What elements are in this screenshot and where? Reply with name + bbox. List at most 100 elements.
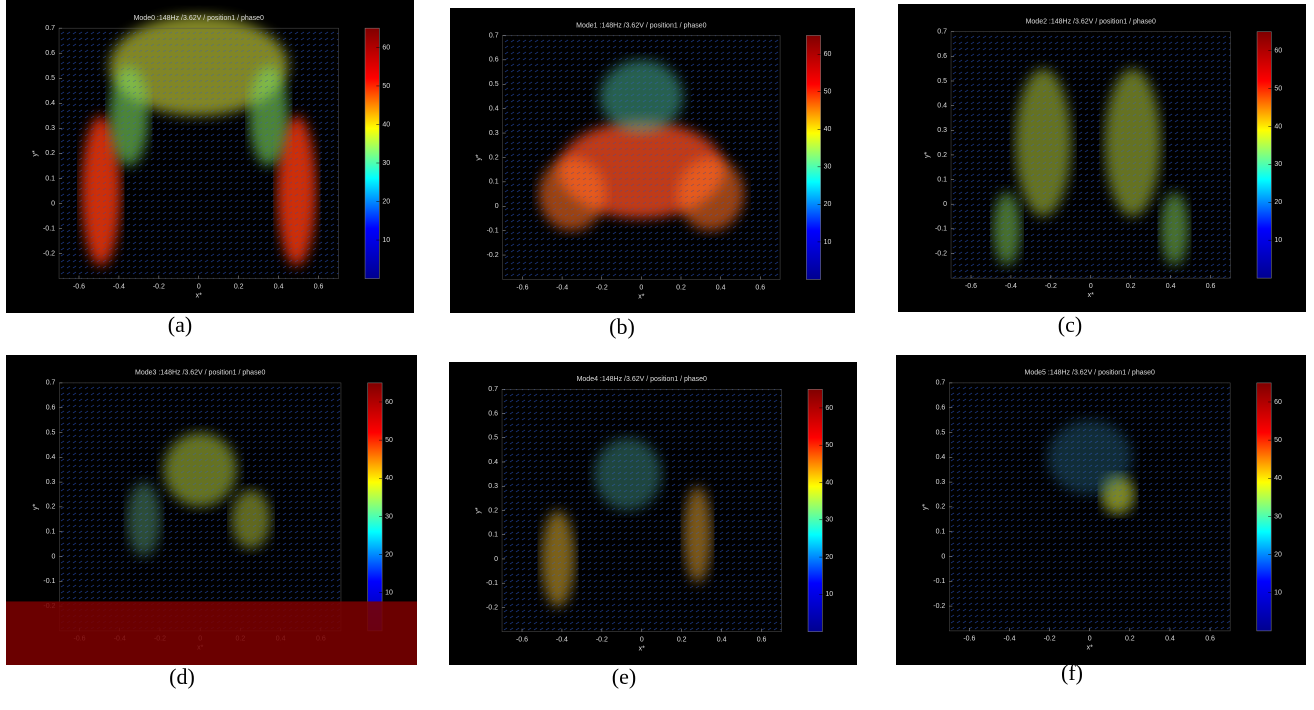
quiver-panel: Mode2 :148Hz /3.62V / position1 / phase0… — [898, 4, 1306, 312]
colorbar-tick-label: 50 — [382, 83, 390, 90]
y-tick-label: 0.1 — [489, 179, 499, 186]
colorbar-tick-label: 30 — [1274, 161, 1282, 168]
panel-title: Mode3 :148Hz /3.62V / position1 / phase0 — [135, 370, 265, 377]
y-tick-label: 0.5 — [46, 429, 56, 436]
colorbar-tick-label: 30 — [824, 164, 832, 171]
x-tick-label: -0.4 — [1003, 636, 1015, 643]
y-tick-label: 0.7 — [45, 25, 55, 32]
x-tick-label: -0.2 — [153, 283, 165, 290]
y-tick-label: 0 — [52, 553, 56, 560]
colorbar-tick-label: 60 — [824, 51, 832, 58]
x-tick-label: 0 — [197, 283, 201, 290]
x-tick-label: -0.6 — [965, 283, 977, 290]
y-axis-label: y* — [922, 504, 929, 511]
x-tick-label: -0.4 — [113, 283, 125, 290]
colorbar-tick-label: 60 — [825, 405, 833, 412]
colorbar-tick-label: 40 — [1274, 475, 1282, 482]
y-tick-label: 0.4 — [936, 454, 946, 461]
y-tick-label: 0 — [941, 553, 945, 560]
vector-field — [59, 28, 339, 279]
y-tick-label: 0.3 — [488, 483, 498, 490]
x-tick-label: 0.2 — [1125, 636, 1135, 643]
y-tick-label: 0.5 — [937, 78, 947, 85]
colorbar-tick-label: 60 — [382, 44, 390, 51]
colorbar-tick-label: 50 — [825, 442, 833, 449]
y-tick-label: 0.6 — [489, 57, 499, 64]
y-tick-label: -0.1 — [43, 578, 55, 585]
colorbar — [367, 382, 383, 632]
colorbar-tick-label: 10 — [1274, 590, 1282, 597]
y-tick-label: 0.2 — [937, 152, 947, 159]
colorbar-tick-label: 60 — [385, 399, 393, 406]
colorbar-tick-label: 10 — [385, 590, 393, 597]
y-tick-label: 0.1 — [488, 532, 498, 539]
y-tick-label: 0.7 — [489, 32, 499, 39]
vector-field — [502, 35, 781, 280]
y-tick-label: -0.1 — [43, 225, 55, 232]
x-tick-label: 0.6 — [755, 284, 765, 291]
x-tick-label: -0.6 — [516, 284, 528, 291]
x-tick-label: -0.2 — [1045, 283, 1057, 290]
caption: (d) — [169, 664, 195, 689]
y-tick-label: 0.2 — [489, 154, 499, 161]
colorbar-tick-label: 20 — [824, 201, 832, 208]
y-tick-label: 0.6 — [937, 53, 947, 60]
x-tick-label: -0.6 — [516, 637, 528, 644]
y-tick-label: 0.3 — [45, 125, 55, 132]
colorbar — [364, 27, 380, 279]
y-tick-label: 0.7 — [937, 29, 947, 36]
x-tick-label: 0.4 — [1165, 636, 1175, 643]
colorbar-tick-label: 30 — [385, 513, 393, 520]
x-axis-label: x* — [1088, 292, 1095, 299]
colorbar-tick-label: 50 — [1274, 85, 1282, 92]
x-tick-label: 0.4 — [274, 283, 284, 290]
y-tick-label: -0.2 — [487, 252, 499, 259]
y-tick-label: 0.2 — [46, 504, 56, 511]
x-tick-label: -0.2 — [596, 284, 608, 291]
x-tick-label: 0.4 — [717, 637, 727, 644]
x-axis-label: x* — [1087, 645, 1094, 652]
quiver-panel: Mode4 :148Hz /3.62V / position1 / phase0… — [449, 362, 857, 665]
x-tick-label: -0.4 — [1005, 283, 1017, 290]
colorbar-tick-label: 30 — [382, 160, 390, 167]
y-tick-label: -0.2 — [935, 250, 947, 257]
vector-field — [949, 382, 1231, 631]
y-tick-label: 0.5 — [45, 75, 55, 82]
vector-field — [951, 31, 1231, 279]
y-tick-label: 0.1 — [46, 529, 56, 536]
x-tick-label: -0.4 — [556, 637, 568, 644]
x-tick-label: 0 — [640, 637, 644, 644]
y-tick-label: 0 — [494, 556, 498, 563]
colorbar-tick-label: 60 — [1274, 48, 1282, 55]
y-tick-label: 0.4 — [937, 102, 947, 109]
x-tick-label: 0.4 — [716, 284, 726, 291]
x-tick-label: -0.6 — [963, 636, 975, 643]
x-tick-label: 0.2 — [677, 637, 687, 644]
colorbar-tick-label: 20 — [382, 198, 390, 205]
x-tick-label: -0.2 — [1044, 636, 1056, 643]
quiver-panel: Mode1 :148Hz /3.62V / position1 / phase0… — [450, 8, 855, 313]
y-tick-label: 0.1 — [936, 529, 946, 536]
colorbar-tick-label: 20 — [385, 551, 393, 558]
y-axis-label: y* — [32, 150, 39, 157]
quiver-panel: Mode3 :148Hz /3.62V / position1 / phase0… — [6, 355, 417, 665]
caption: (b) — [609, 314, 635, 339]
x-tick-label: 0.2 — [1126, 283, 1136, 290]
colorbar-tick-label: 40 — [824, 126, 832, 133]
y-tick-label: 0.5 — [489, 81, 499, 88]
y-tick-label: 0 — [51, 200, 55, 207]
y-tick-label: 0.5 — [488, 435, 498, 442]
caption: (f) — [1061, 660, 1083, 685]
quiver-panel: Mode5 :148Hz /3.62V / position1 / phase0… — [896, 355, 1306, 665]
y-tick-label: 0.2 — [488, 507, 498, 514]
colorbar — [806, 35, 821, 280]
y-tick-label: 0.4 — [488, 459, 498, 466]
colorbar-tick-label: 20 — [1274, 551, 1282, 558]
y-tick-label: 0.3 — [936, 479, 946, 486]
colorbar-tick-label: 20 — [825, 554, 833, 561]
colorbar-tick-label: 10 — [382, 237, 390, 244]
x-tick-label: 0.4 — [1166, 283, 1176, 290]
x-tick-label: 0.2 — [676, 284, 686, 291]
colorbar-tick-label: 30 — [825, 517, 833, 524]
